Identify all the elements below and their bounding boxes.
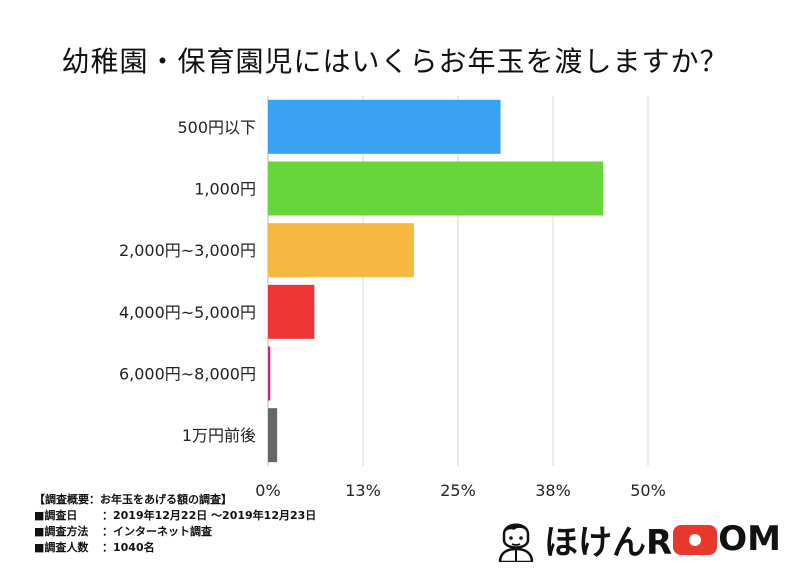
brand-logo: ほけんR OM [496, 514, 781, 564]
category-label: 4,000円~5,000円 [119, 303, 256, 322]
x-tick-label: 38% [535, 481, 571, 500]
x-tick-label: 25% [440, 481, 476, 500]
bar [268, 408, 278, 463]
survey-key: ■調査方法 [34, 525, 89, 538]
x-tick-label: 13% [345, 481, 381, 500]
x-tick-label: 0% [255, 481, 280, 500]
category-label: 6,000円~8,000円 [119, 365, 256, 384]
survey-heading: 【調査概要：お年玉をあげる額の調査】 [34, 493, 232, 506]
person-avatar-icon [498, 523, 534, 562]
brand-o-mark [673, 525, 718, 555]
category-label: 1万円前後 [182, 426, 256, 445]
bar [268, 99, 501, 154]
survey-key: ■調査日 [34, 509, 78, 522]
brand-text-suffix: OM [718, 519, 781, 559]
brand-wordmark: ほけんR OM [544, 515, 781, 564]
category-label: 2,000円~3,000円 [119, 241, 256, 260]
chart-title: 幼稚園・保育園児にはいくらお年玉を渡しますか？ [61, 45, 729, 78]
x-tick-label: 50% [630, 481, 666, 500]
survey-key: ■調査人数 [34, 541, 89, 554]
bar [268, 284, 315, 339]
category-label: 500円以下 [177, 118, 256, 137]
survey-row-method: ■調査方法 ：インターネット調査 [34, 524, 316, 540]
bar [268, 161, 604, 216]
brand-text-prefix: ほけんR [544, 522, 673, 563]
survey-row-count: ■調査人数 ：1040名 [34, 540, 316, 556]
category-label: 1,000円 [194, 180, 256, 199]
bar [268, 346, 271, 401]
survey-value: ：インターネット調査 [102, 525, 212, 538]
survey-value: ：1040名 [102, 541, 155, 554]
survey-row-date: ■調査日 ：2019年12月22日 〜2019年12月23日 [34, 508, 316, 524]
survey-summary: 【調査概要：お年玉をあげる額の調査】 ■調査日 ：2019年12月22日 〜201… [34, 492, 316, 556]
bar [268, 223, 414, 278]
survey-value: ：2019年12月22日 〜2019年12月23日 [102, 509, 317, 522]
